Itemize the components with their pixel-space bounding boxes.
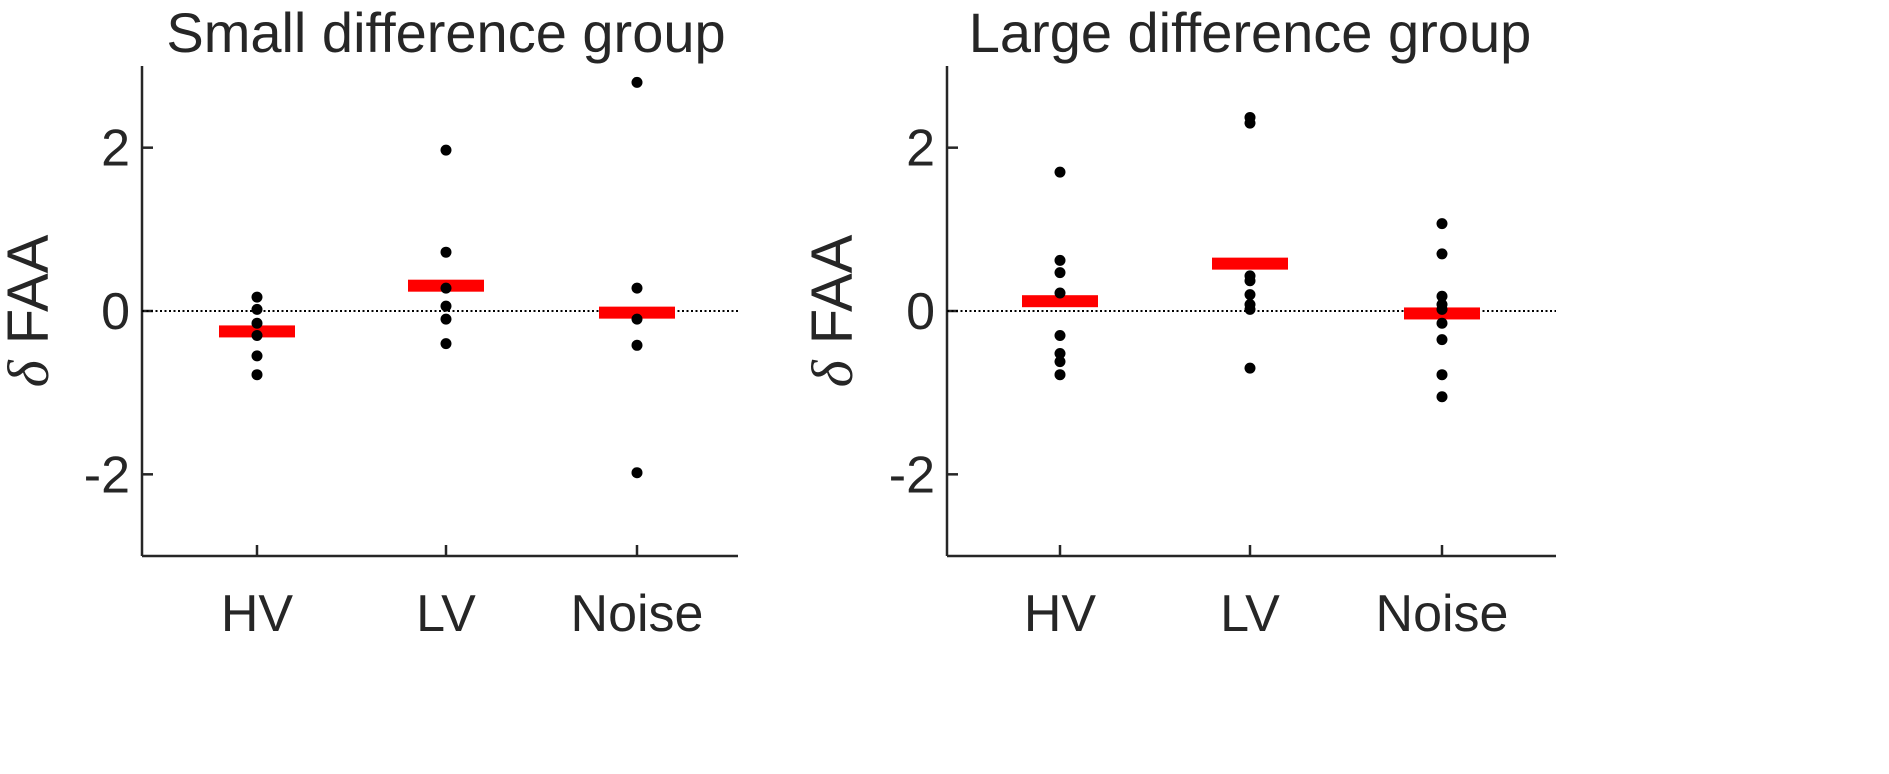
data-point-noise	[631, 313, 643, 325]
data-point-hv	[1054, 267, 1066, 279]
y-axis-label-text: FAA	[0, 234, 61, 344]
y-tick-label: 2	[906, 120, 935, 178]
data-point-noise	[631, 76, 643, 88]
data-point-hv	[1054, 347, 1066, 359]
y-tick-label: 0	[101, 283, 130, 341]
y-axis-label-symbol: δ	[0, 359, 61, 387]
data-point-hv	[251, 303, 263, 315]
y-axis-label: δ FAA	[800, 234, 865, 387]
data-point-hv	[251, 330, 263, 341]
x-tick-label-lv: LV	[1220, 585, 1280, 643]
x-tick-label-noise: Noise	[571, 585, 704, 643]
data-point-hv	[251, 350, 263, 362]
y-tick-label: -2	[84, 446, 130, 504]
y-axis-label-symbol: δ	[800, 359, 865, 387]
x-tick-label-hv: HV	[221, 585, 294, 643]
data-point-noise	[631, 339, 643, 351]
chart-panel-2: Large difference group 2 0 -2 HV LV Noise δ FAA	[800, 1, 1556, 643]
data-point-noise	[1436, 369, 1448, 381]
data-point-hv	[251, 291, 263, 303]
x-tick-label-noise: Noise	[1376, 585, 1509, 643]
data-point-noise	[631, 282, 643, 294]
data-point-lv	[440, 313, 452, 325]
data-point-lv	[440, 246, 452, 258]
x-tick-label-hv: HV	[1024, 585, 1097, 643]
data-point-lv	[440, 144, 452, 156]
data-point-noise	[1436, 334, 1448, 346]
data-point-lv	[440, 300, 452, 312]
data-point-lv	[1244, 289, 1256, 301]
data-point-noise	[631, 467, 643, 479]
data-point-noise	[1436, 317, 1448, 329]
mean-bar-noise	[599, 306, 675, 319]
data-point-lv	[440, 282, 452, 294]
data-point-lv	[1244, 362, 1256, 374]
data-point-hv	[251, 369, 263, 381]
data-point-hv	[1054, 369, 1066, 381]
y-tick-label: 2	[101, 120, 130, 178]
y-axis-label: δ FAA	[0, 234, 61, 387]
data-point-hv	[251, 317, 263, 329]
y-axis-label-text: FAA	[800, 234, 865, 344]
chart-panel-1: Small difference group 2 0 -2 HV LV Noise δ FAA	[0, 1, 738, 643]
data-point-hv	[1054, 330, 1066, 341]
mean-bar-lv	[1212, 257, 1288, 270]
data-point-noise	[1436, 391, 1448, 403]
data-point-noise	[1436, 248, 1448, 260]
data-point-noise	[1436, 218, 1448, 230]
chart-title: Small difference group	[166, 1, 725, 64]
data-point-lv	[1244, 303, 1256, 315]
data-point-hv	[1054, 166, 1066, 178]
data-point-hv	[1054, 287, 1066, 299]
data-point-lv	[1244, 275, 1256, 287]
y-tick-label: -2	[889, 446, 935, 504]
y-axis-label-space	[800, 344, 865, 360]
data-point-noise	[1436, 303, 1448, 315]
data-point-lv	[1244, 117, 1256, 129]
y-tick-label: 0	[906, 283, 935, 341]
data-point-hv	[1054, 254, 1066, 266]
data-point-noise	[1436, 290, 1448, 302]
data-point-lv	[440, 338, 452, 350]
data-point-hv	[1054, 356, 1066, 368]
x-tick-label-lv: LV	[416, 585, 476, 643]
chart-title: Large difference group	[969, 1, 1532, 64]
mean-bar-hv	[1022, 295, 1098, 308]
y-axis-label-space	[0, 344, 61, 360]
